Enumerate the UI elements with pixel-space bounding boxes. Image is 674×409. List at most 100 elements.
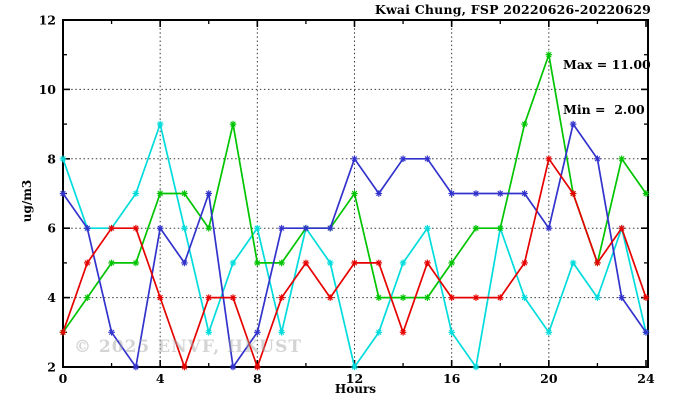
data-point-marker xyxy=(545,224,553,232)
data-point-marker xyxy=(399,259,407,267)
data-point-marker xyxy=(108,259,115,267)
data-point-marker xyxy=(229,259,237,267)
data-point-marker xyxy=(521,190,528,197)
y-tick-label: 10 xyxy=(39,82,57,97)
data-point-marker xyxy=(472,363,480,371)
x-tick-label: 12 xyxy=(346,371,363,386)
data-point-marker xyxy=(569,190,577,197)
data-point-marker xyxy=(302,259,310,267)
data-point-marker xyxy=(399,329,407,336)
data-point-marker xyxy=(278,329,285,336)
x-axis-label: Hours xyxy=(334,382,377,396)
data-point-marker xyxy=(351,259,358,267)
data-point-marker xyxy=(448,294,455,301)
data-point-marker xyxy=(181,259,188,267)
data-point-marker xyxy=(132,190,140,197)
data-point-marker xyxy=(399,294,407,301)
y-tick-label: 2 xyxy=(47,360,56,375)
min-value-label: Min = 2.00 xyxy=(563,102,645,117)
data-point-marker xyxy=(59,329,67,336)
data-point-marker xyxy=(569,120,577,128)
data-point-marker xyxy=(375,294,383,301)
x-tick-label: 4 xyxy=(156,371,165,386)
data-point-marker xyxy=(424,259,431,267)
data-point-marker xyxy=(302,224,310,232)
data-point-marker xyxy=(448,259,455,267)
data-point-marker xyxy=(108,224,115,232)
data-point-marker xyxy=(472,294,480,301)
y-axis-label: ug/m3 xyxy=(20,179,34,223)
data-point-marker xyxy=(156,224,164,232)
data-point-marker xyxy=(424,224,431,232)
data-point-marker xyxy=(642,190,650,197)
data-point-marker xyxy=(132,363,140,371)
data-point-marker xyxy=(472,224,480,232)
data-point-marker xyxy=(545,51,553,58)
data-point-marker xyxy=(594,294,601,301)
data-point-marker xyxy=(205,224,213,232)
data-point-marker xyxy=(278,294,285,301)
data-point-marker xyxy=(205,190,213,197)
data-point-marker xyxy=(326,294,334,301)
data-point-marker xyxy=(496,190,504,197)
data-point-marker xyxy=(205,294,213,301)
data-point-marker xyxy=(254,259,261,267)
data-point-marker xyxy=(375,329,383,336)
data-point-marker xyxy=(472,190,480,197)
data-point-marker xyxy=(351,190,358,197)
data-point-marker xyxy=(496,224,504,232)
data-point-marker xyxy=(569,259,577,267)
data-point-marker xyxy=(642,329,650,336)
data-point-marker xyxy=(375,190,383,197)
data-point-marker xyxy=(351,155,358,163)
data-point-marker xyxy=(254,224,261,232)
data-point-marker xyxy=(424,294,431,301)
data-point-marker xyxy=(521,294,528,301)
data-point-marker xyxy=(594,155,601,163)
data-point-marker xyxy=(132,259,140,267)
data-point-marker xyxy=(326,259,334,267)
y-tick-label: 6 xyxy=(47,221,56,236)
data-point-marker xyxy=(156,120,164,128)
data-point-marker xyxy=(83,294,91,301)
data-point-marker xyxy=(181,363,188,371)
data-point-marker xyxy=(375,259,383,267)
data-point-marker xyxy=(83,259,91,267)
x-tick-label: 20 xyxy=(540,371,558,386)
watermark: © 2025 ENVF, HKUST xyxy=(74,337,303,357)
data-point-marker xyxy=(229,294,237,301)
data-point-marker xyxy=(156,294,164,301)
data-point-marker xyxy=(618,224,626,232)
data-point-marker xyxy=(521,120,528,128)
data-point-marker xyxy=(156,190,164,197)
x-tick-label: 0 xyxy=(59,371,68,386)
y-tick-label: 4 xyxy=(47,290,56,305)
data-point-marker xyxy=(618,294,626,301)
data-point-marker xyxy=(545,329,553,336)
data-point-marker xyxy=(278,224,285,232)
data-point-marker xyxy=(496,294,504,301)
data-point-marker xyxy=(181,224,188,232)
data-point-marker xyxy=(254,329,261,336)
data-point-marker xyxy=(448,190,455,197)
data-point-marker xyxy=(132,224,140,232)
data-point-marker xyxy=(448,329,455,336)
data-point-marker xyxy=(254,363,261,371)
data-point-marker xyxy=(424,155,431,163)
data-point-marker xyxy=(326,224,334,232)
data-point-marker xyxy=(618,155,626,163)
max-min-annotation: Max = 11.00 Min = 2.00 xyxy=(563,27,651,132)
data-point-marker xyxy=(278,259,285,267)
chart-title: Kwai Chung, FSP 20220626-20220629 xyxy=(374,2,651,17)
y-tick-label: 12 xyxy=(39,13,56,28)
data-point-marker xyxy=(351,363,358,371)
data-point-marker xyxy=(229,363,237,371)
x-tick-label: 24 xyxy=(637,371,655,386)
max-value-label: Max = 11.00 xyxy=(563,57,651,72)
data-point-marker xyxy=(59,190,67,197)
data-point-marker xyxy=(399,155,407,163)
x-tick-label: 8 xyxy=(253,371,262,386)
data-point-marker xyxy=(59,155,67,163)
data-point-marker xyxy=(108,329,115,336)
